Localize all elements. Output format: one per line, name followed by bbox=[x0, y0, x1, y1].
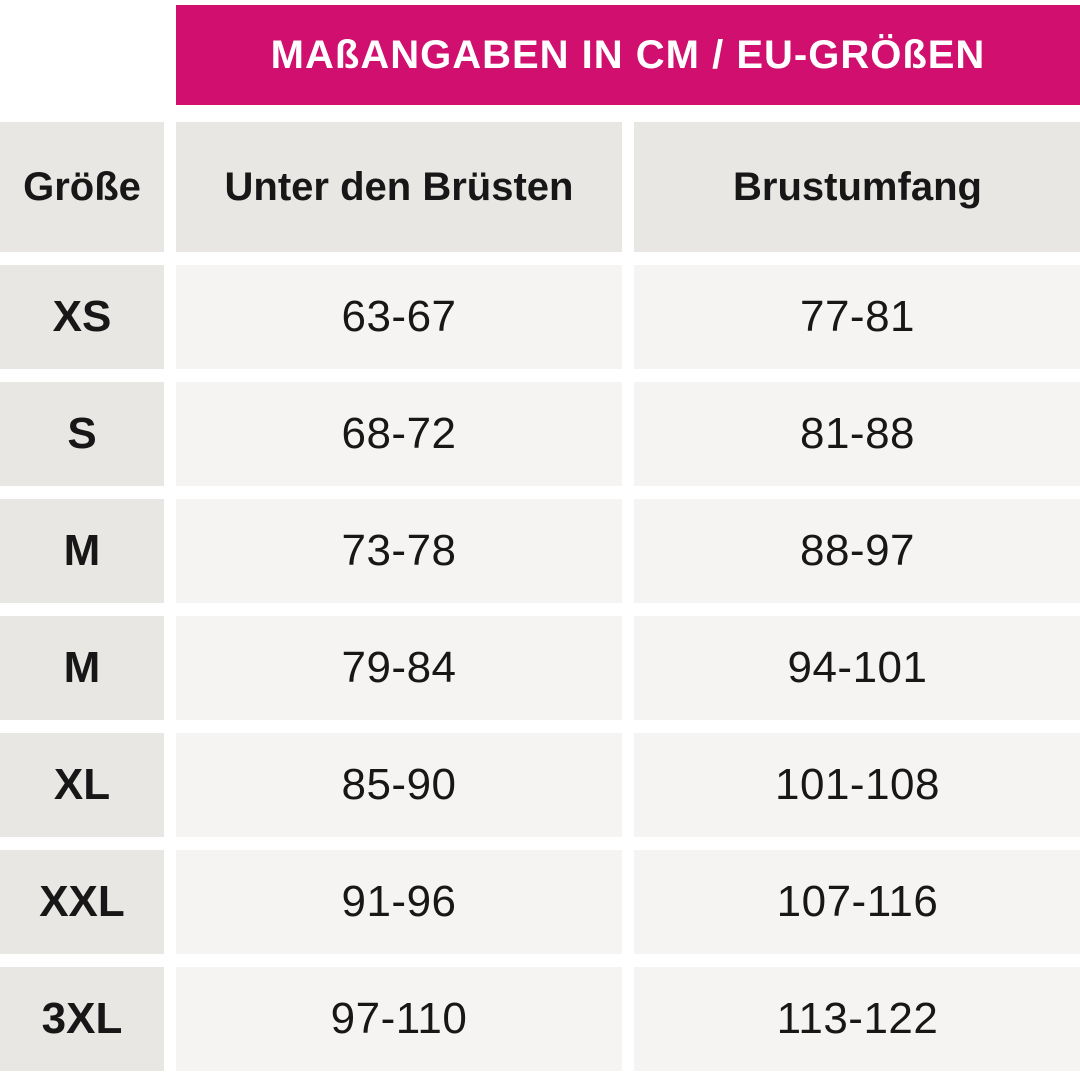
underbust-value: 73-78 bbox=[176, 499, 622, 603]
column-header-underbust: Unter den Brüsten bbox=[176, 122, 622, 252]
bust-value: 77-81 bbox=[634, 265, 1080, 369]
underbust-value: 79-84 bbox=[176, 616, 622, 720]
size-table: Größe Unter den Brüsten Brustumfang XS 6… bbox=[0, 122, 1080, 1080]
underbust-value: 97-110 bbox=[176, 967, 622, 1071]
bust-value: 81-88 bbox=[634, 382, 1080, 486]
size-label: M bbox=[0, 616, 164, 720]
underbust-value: 85-90 bbox=[176, 733, 622, 837]
column-header-bust: Brustumfang bbox=[634, 122, 1080, 252]
underbust-value: 68-72 bbox=[176, 382, 622, 486]
bust-value: 113-122 bbox=[634, 967, 1080, 1071]
title-banner: MAßANGABEN IN CM / EU-GRÖßEN bbox=[176, 5, 1080, 105]
bust-value: 107-116 bbox=[634, 850, 1080, 954]
bust-value: 101-108 bbox=[634, 733, 1080, 837]
page-title: MAßANGABEN IN CM / EU-GRÖßEN bbox=[270, 32, 986, 77]
size-label: M bbox=[0, 499, 164, 603]
bust-value: 88-97 bbox=[634, 499, 1080, 603]
size-label: XS bbox=[0, 265, 164, 369]
size-label: XXL bbox=[0, 850, 164, 954]
size-label: S bbox=[0, 382, 164, 486]
underbust-value: 63-67 bbox=[176, 265, 622, 369]
size-label: XL bbox=[0, 733, 164, 837]
underbust-value: 91-96 bbox=[176, 850, 622, 954]
column-header-size: Größe bbox=[0, 122, 164, 252]
size-label: 3XL bbox=[0, 967, 164, 1071]
bust-value: 94-101 bbox=[634, 616, 1080, 720]
